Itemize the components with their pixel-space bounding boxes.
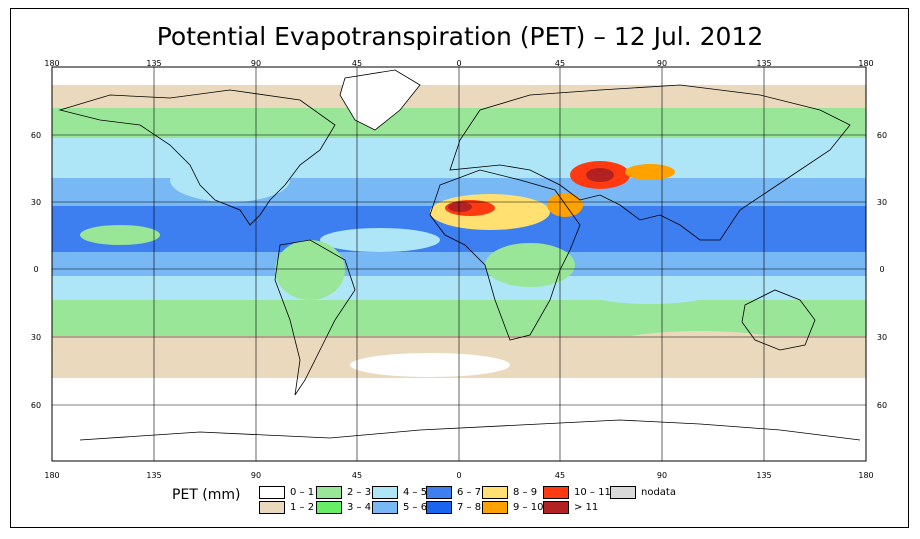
right-lat-label: 60 [877, 401, 887, 410]
legend-label: 8 – 9 [513, 486, 538, 498]
legend-label: nodata [641, 486, 676, 498]
legend-swatch [426, 485, 452, 499]
legend-item: 2 – 3 [316, 485, 371, 499]
legend-label: 7 – 8 [457, 501, 482, 513]
map-title: Potential Evapotranspiration (PET) – 12 … [156, 22, 764, 51]
figure-frame [10, 8, 909, 528]
legend-item: nodata [610, 485, 676, 499]
right-lat-label: 60 [877, 131, 887, 140]
legend-label: > 11 [574, 501, 599, 513]
legend-label: 3 – 4 [347, 501, 372, 513]
bottom-lon-label: 180 [44, 471, 59, 480]
legend-item: 8 – 9 [482, 485, 537, 499]
bottom-lon-label: 135 [756, 471, 771, 480]
patch-south-america-green [275, 240, 345, 300]
patch-south-pacific-tan [610, 331, 790, 359]
bottom-lon-label: 90 [251, 471, 261, 480]
legend-swatch [543, 500, 569, 514]
legend-label: 10 – 11 [574, 486, 611, 498]
legend-item: 6 – 7 [426, 485, 481, 499]
legend-swatch [426, 500, 452, 514]
legend-item: 3 – 4 [316, 500, 371, 514]
top-lon-label: 135 [756, 59, 771, 68]
legend-label: 9 – 10 [513, 501, 544, 513]
legend-swatch [316, 500, 342, 514]
left-lat-label: 30 [31, 333, 41, 342]
top-lon-label: 45 [352, 59, 362, 68]
legend-swatch [259, 500, 285, 514]
africa-outline [429, 169, 581, 341]
legend-item: 5 – 6 [372, 500, 427, 514]
hotspot-central-asia [625, 164, 675, 180]
top-lon-label: 180 [44, 59, 59, 68]
legend-label: 6 – 7 [457, 486, 482, 498]
patch-south-atlantic-white [350, 353, 510, 377]
legend-swatch [259, 485, 285, 499]
top-lon-label: 135 [146, 59, 161, 68]
antarctica-outline [79, 419, 861, 441]
right-lat-label: 30 [877, 198, 887, 207]
legend-swatch [543, 485, 569, 499]
bottom-lon-label: 45 [555, 471, 565, 480]
legend-item: 7 – 8 [426, 500, 481, 514]
legend-swatch [482, 500, 508, 514]
top-lon-label: 45 [555, 59, 565, 68]
patch-pacific-light [320, 228, 440, 252]
legend-label: 0 – 1 [290, 486, 315, 498]
right-lat-label: 0 [879, 265, 884, 274]
top-lon-label: 90 [657, 59, 667, 68]
top-lon-label: 90 [251, 59, 261, 68]
legend-swatch [372, 485, 398, 499]
bottom-lon-label: 180 [858, 471, 873, 480]
top-lon-label: 0 [456, 59, 461, 68]
bottom-lon-label: 90 [657, 471, 667, 480]
legend-label: 4 – 5 [403, 486, 428, 498]
legend-item: 1 – 2 [259, 500, 314, 514]
north-america-outline [58, 89, 336, 226]
greenland [339, 69, 421, 131]
eurasia-outline [449, 84, 851, 241]
south-america-outline [274, 239, 356, 396]
left-lat-label: 60 [31, 401, 41, 410]
patch-pacific-green [80, 225, 160, 245]
bottom-lon-label: 135 [146, 471, 161, 480]
legend-swatch [372, 500, 398, 514]
legend-title: PET (mm) [172, 487, 241, 503]
bottom-lon-label: 45 [352, 471, 362, 480]
top-lon-label: 180 [858, 59, 873, 68]
right-lat-label: 30 [877, 333, 887, 342]
legend-item: 4 – 5 [372, 485, 427, 499]
hotspot-sahara-dark [448, 202, 472, 212]
patch-northamerica-light [170, 158, 290, 202]
graticule [52, 67, 866, 461]
legend-label: 5 – 6 [403, 501, 428, 513]
legend-swatch [610, 485, 636, 499]
patch-africa-green [485, 243, 575, 287]
legend-swatch [482, 485, 508, 499]
bottom-lon-label: 0 [456, 471, 461, 480]
legend-item: 9 – 10 [482, 500, 543, 514]
left-lat-label: 30 [31, 198, 41, 207]
left-lat-label: 0 [33, 265, 38, 274]
legend-item: 10 – 11 [543, 485, 611, 499]
legend-label: 2 – 3 [347, 486, 372, 498]
australia-outline [741, 289, 816, 351]
hotspot-iran-dark [586, 168, 614, 182]
hotspot-arabia [547, 193, 583, 217]
left-lat-label: 60 [31, 131, 41, 140]
map-border [51, 66, 867, 462]
legend-item: 0 – 1 [259, 485, 314, 499]
legend-item: > 11 [543, 500, 598, 514]
patch-indian-ocean-light [580, 276, 720, 304]
legend-label: 1 – 2 [290, 501, 315, 513]
legend-swatch [316, 485, 342, 499]
